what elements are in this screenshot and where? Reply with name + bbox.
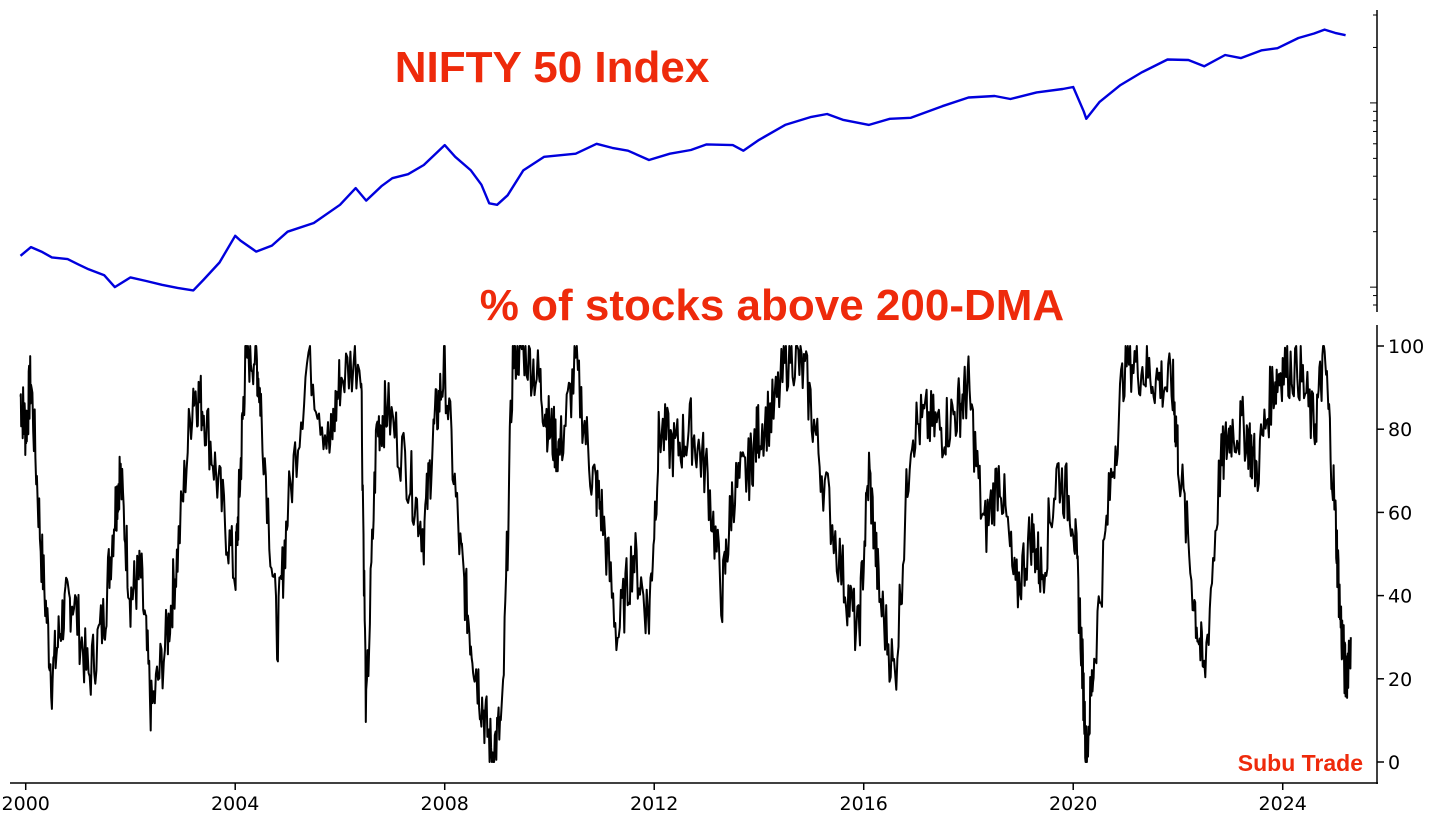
breadth-panel: 100 80 60 40 20 0 2000 2004 2008 2012 2016 2020 202…: [2, 281, 1425, 815]
x-tick-label: 2012: [630, 793, 678, 815]
breadth-y-ticks: 100 80 60 40 20 0: [1377, 336, 1424, 774]
x-tick-label: 2004: [211, 793, 259, 815]
breadth-title: % of stocks above 200-DMA: [480, 281, 1064, 330]
breadth-y-tick-label: 80: [1388, 419, 1412, 441]
nifty-title: NIFTY 50 Index: [395, 43, 710, 92]
nifty-y-ticks: [1370, 14, 1377, 306]
breadth-y-tick-label: 100: [1388, 336, 1424, 358]
x-tick-label: 2000: [2, 793, 50, 815]
breadth-y-tick-label: 40: [1388, 586, 1412, 608]
nifty-panel: NIFTY 50 Index: [19, 10, 1378, 312]
x-tick-label: 2008: [421, 793, 469, 815]
x-tick-label: 2016: [840, 793, 888, 815]
x-tick-label: 2024: [1259, 793, 1307, 815]
watermark: Subu Trade: [1238, 750, 1363, 776]
breadth-line: [19, 345, 1352, 763]
x-tick-label: 2020: [1049, 793, 1097, 815]
x-axis-ticks: 2000 2004 2008 2012 2016 2020 2024: [2, 783, 1307, 815]
breadth-y-tick-label: 60: [1388, 502, 1412, 524]
breadth-y-tick-label: 0: [1388, 752, 1400, 774]
nifty-index-line: [19, 28, 1346, 292]
breadth-y-tick-label: 20: [1388, 669, 1412, 691]
